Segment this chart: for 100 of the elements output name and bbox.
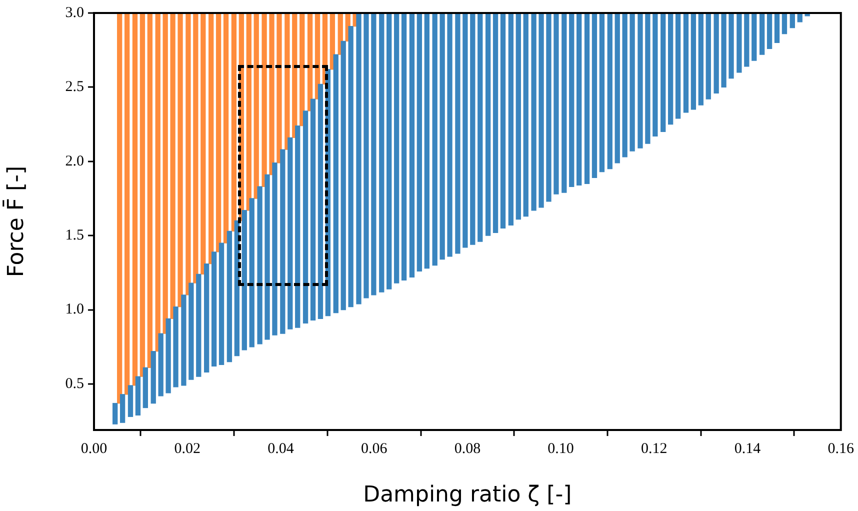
bar [500, 13, 506, 229]
y-tick-label: 3.0 [65, 4, 84, 21]
bar [166, 318, 171, 394]
bar [128, 385, 134, 417]
bar [638, 13, 643, 148]
bar [200, 13, 206, 275]
bar [132, 13, 138, 386]
bar [216, 13, 222, 252]
bar [766, 13, 772, 49]
bar [242, 210, 247, 350]
bar [264, 174, 270, 340]
x-tick-label: 0.06 [360, 440, 388, 457]
bar [208, 13, 214, 264]
bar [284, 13, 290, 150]
bar [223, 13, 229, 244]
bar [147, 13, 153, 368]
bar [246, 13, 252, 211]
bar [516, 13, 521, 220]
bar [288, 137, 293, 330]
bar [706, 13, 711, 100]
bar [409, 13, 415, 278]
bar [698, 13, 704, 106]
bar [492, 13, 498, 233]
bar [226, 230, 232, 362]
bar [531, 13, 536, 211]
bar [178, 13, 183, 308]
bar [356, 13, 362, 304]
bar [295, 125, 300, 328]
bar [432, 13, 438, 266]
bar [269, 13, 274, 176]
bar [630, 13, 635, 152]
bar [211, 252, 217, 367]
bar [690, 13, 696, 110]
x-tick-label: 0.16 [828, 440, 854, 457]
bar [340, 40, 346, 310]
bar [562, 13, 567, 193]
bar [683, 13, 689, 113]
bar [728, 13, 734, 79]
bar [364, 13, 369, 298]
y-tick-label: 1.5 [65, 228, 84, 244]
bar [416, 13, 422, 272]
y-tick-label: 2.0 [65, 153, 84, 170]
bar [546, 13, 552, 202]
bar [744, 13, 750, 67]
bar [218, 242, 224, 366]
bar [186, 13, 191, 296]
bar [204, 263, 210, 372]
bar [675, 13, 681, 119]
bar [276, 13, 282, 164]
bar [292, 13, 298, 138]
bar [652, 13, 658, 136]
bar [576, 13, 582, 186]
bar [170, 13, 176, 320]
bar [721, 13, 726, 88]
y-tick-label: 2.5 [65, 79, 84, 96]
bar [272, 162, 278, 336]
x-axis-title: Damping ratio ζ [-] [363, 482, 572, 508]
bar [424, 13, 430, 269]
bar [584, 13, 590, 184]
bar [523, 13, 528, 217]
bar [508, 13, 514, 226]
bar [117, 13, 122, 404]
bar [622, 13, 628, 158]
bar [262, 13, 267, 187]
bar [394, 13, 400, 284]
bar [188, 282, 194, 380]
bar [150, 351, 156, 404]
bar [257, 186, 262, 344]
bar [231, 13, 237, 232]
bar [645, 13, 650, 144]
bar [736, 13, 742, 73]
bar [333, 54, 338, 314]
bar [462, 13, 468, 248]
bar [181, 294, 186, 386]
bar [310, 98, 316, 321]
bar [280, 149, 286, 334]
bar [614, 13, 620, 164]
bar [140, 13, 146, 377]
y-axis-title: Force F̄ [-] [2, 166, 29, 278]
x-tick-label: 0.10 [548, 440, 574, 457]
bar [120, 394, 126, 423]
bar [554, 13, 559, 194]
bar [782, 13, 788, 34]
bar [668, 13, 674, 125]
bar [592, 13, 598, 178]
bar [470, 13, 476, 245]
bar [455, 13, 460, 254]
bar [599, 13, 605, 172]
bar [538, 13, 544, 208]
bar [124, 13, 130, 395]
x-tick-label: 0.08 [454, 440, 481, 457]
bar [774, 13, 780, 44]
bar [155, 13, 160, 352]
bar [249, 198, 254, 348]
bar [254, 13, 259, 199]
bar [371, 13, 376, 296]
bar [173, 306, 178, 388]
bar [318, 84, 324, 320]
bar [142, 367, 148, 408]
bar [158, 333, 164, 396]
